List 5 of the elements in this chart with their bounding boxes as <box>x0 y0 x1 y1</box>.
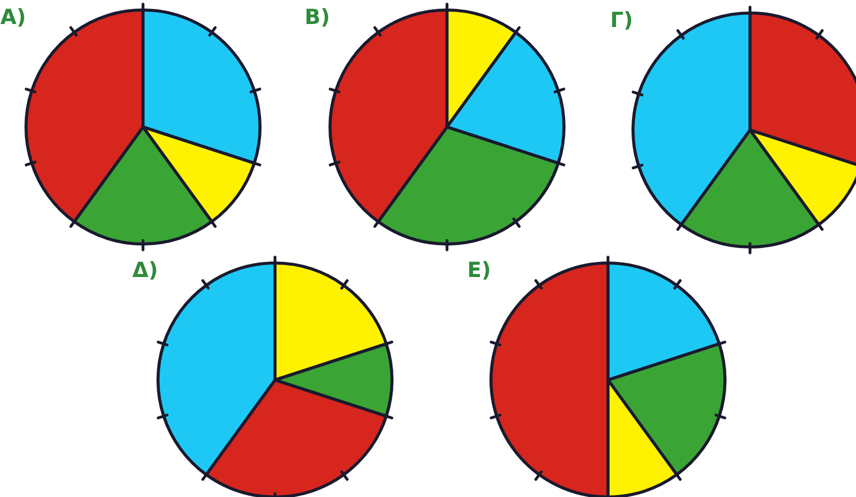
chart-title: A) <box>0 8 24 27</box>
chart-title: E) <box>469 261 490 280</box>
chart-title: B) <box>306 8 328 27</box>
chart-title: Δ) <box>132 261 156 280</box>
chart-title: Γ) <box>612 11 632 30</box>
